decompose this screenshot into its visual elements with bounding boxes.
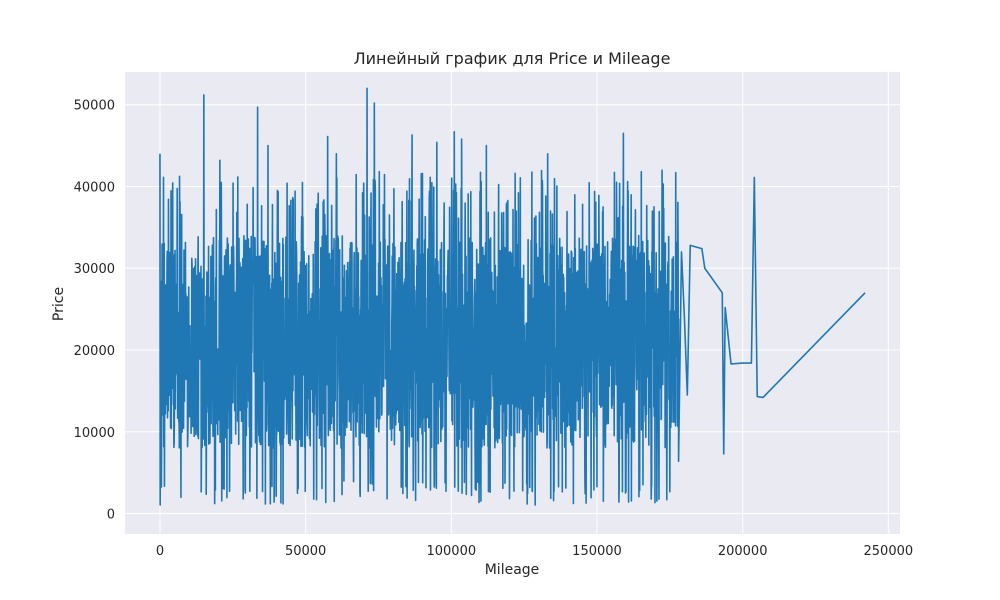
x-tick-label: 0 [156,544,164,559]
y-tick-label: 30000 [74,262,115,277]
x-tick-label: 250000 [864,544,914,559]
chart-title: Линейный график для Price и Mileage [354,49,671,68]
y-tick-label: 40000 [74,180,115,195]
grid-lines [125,72,900,534]
y-tick-label: 0 [107,508,115,523]
y-tick-label: 20000 [74,344,115,359]
series-line [159,87,866,506]
y-tick-label: 10000 [74,426,115,441]
x-tick-label: 150000 [572,544,622,559]
data-layer [159,87,866,506]
x-axis-title: Mileage [485,562,540,578]
y-axis-ticks: 0 10000 20000 30000 40000 50000 [74,99,115,523]
x-axis-ticks: 0 50000 100000 150000 200000 250000 [156,544,913,559]
y-axis-title: Price [51,287,67,321]
x-tick-label: 50000 [285,544,326,559]
y-tick-label: 50000 [74,99,115,114]
x-tick-label: 100000 [426,544,476,559]
x-tick-label: 200000 [718,544,768,559]
